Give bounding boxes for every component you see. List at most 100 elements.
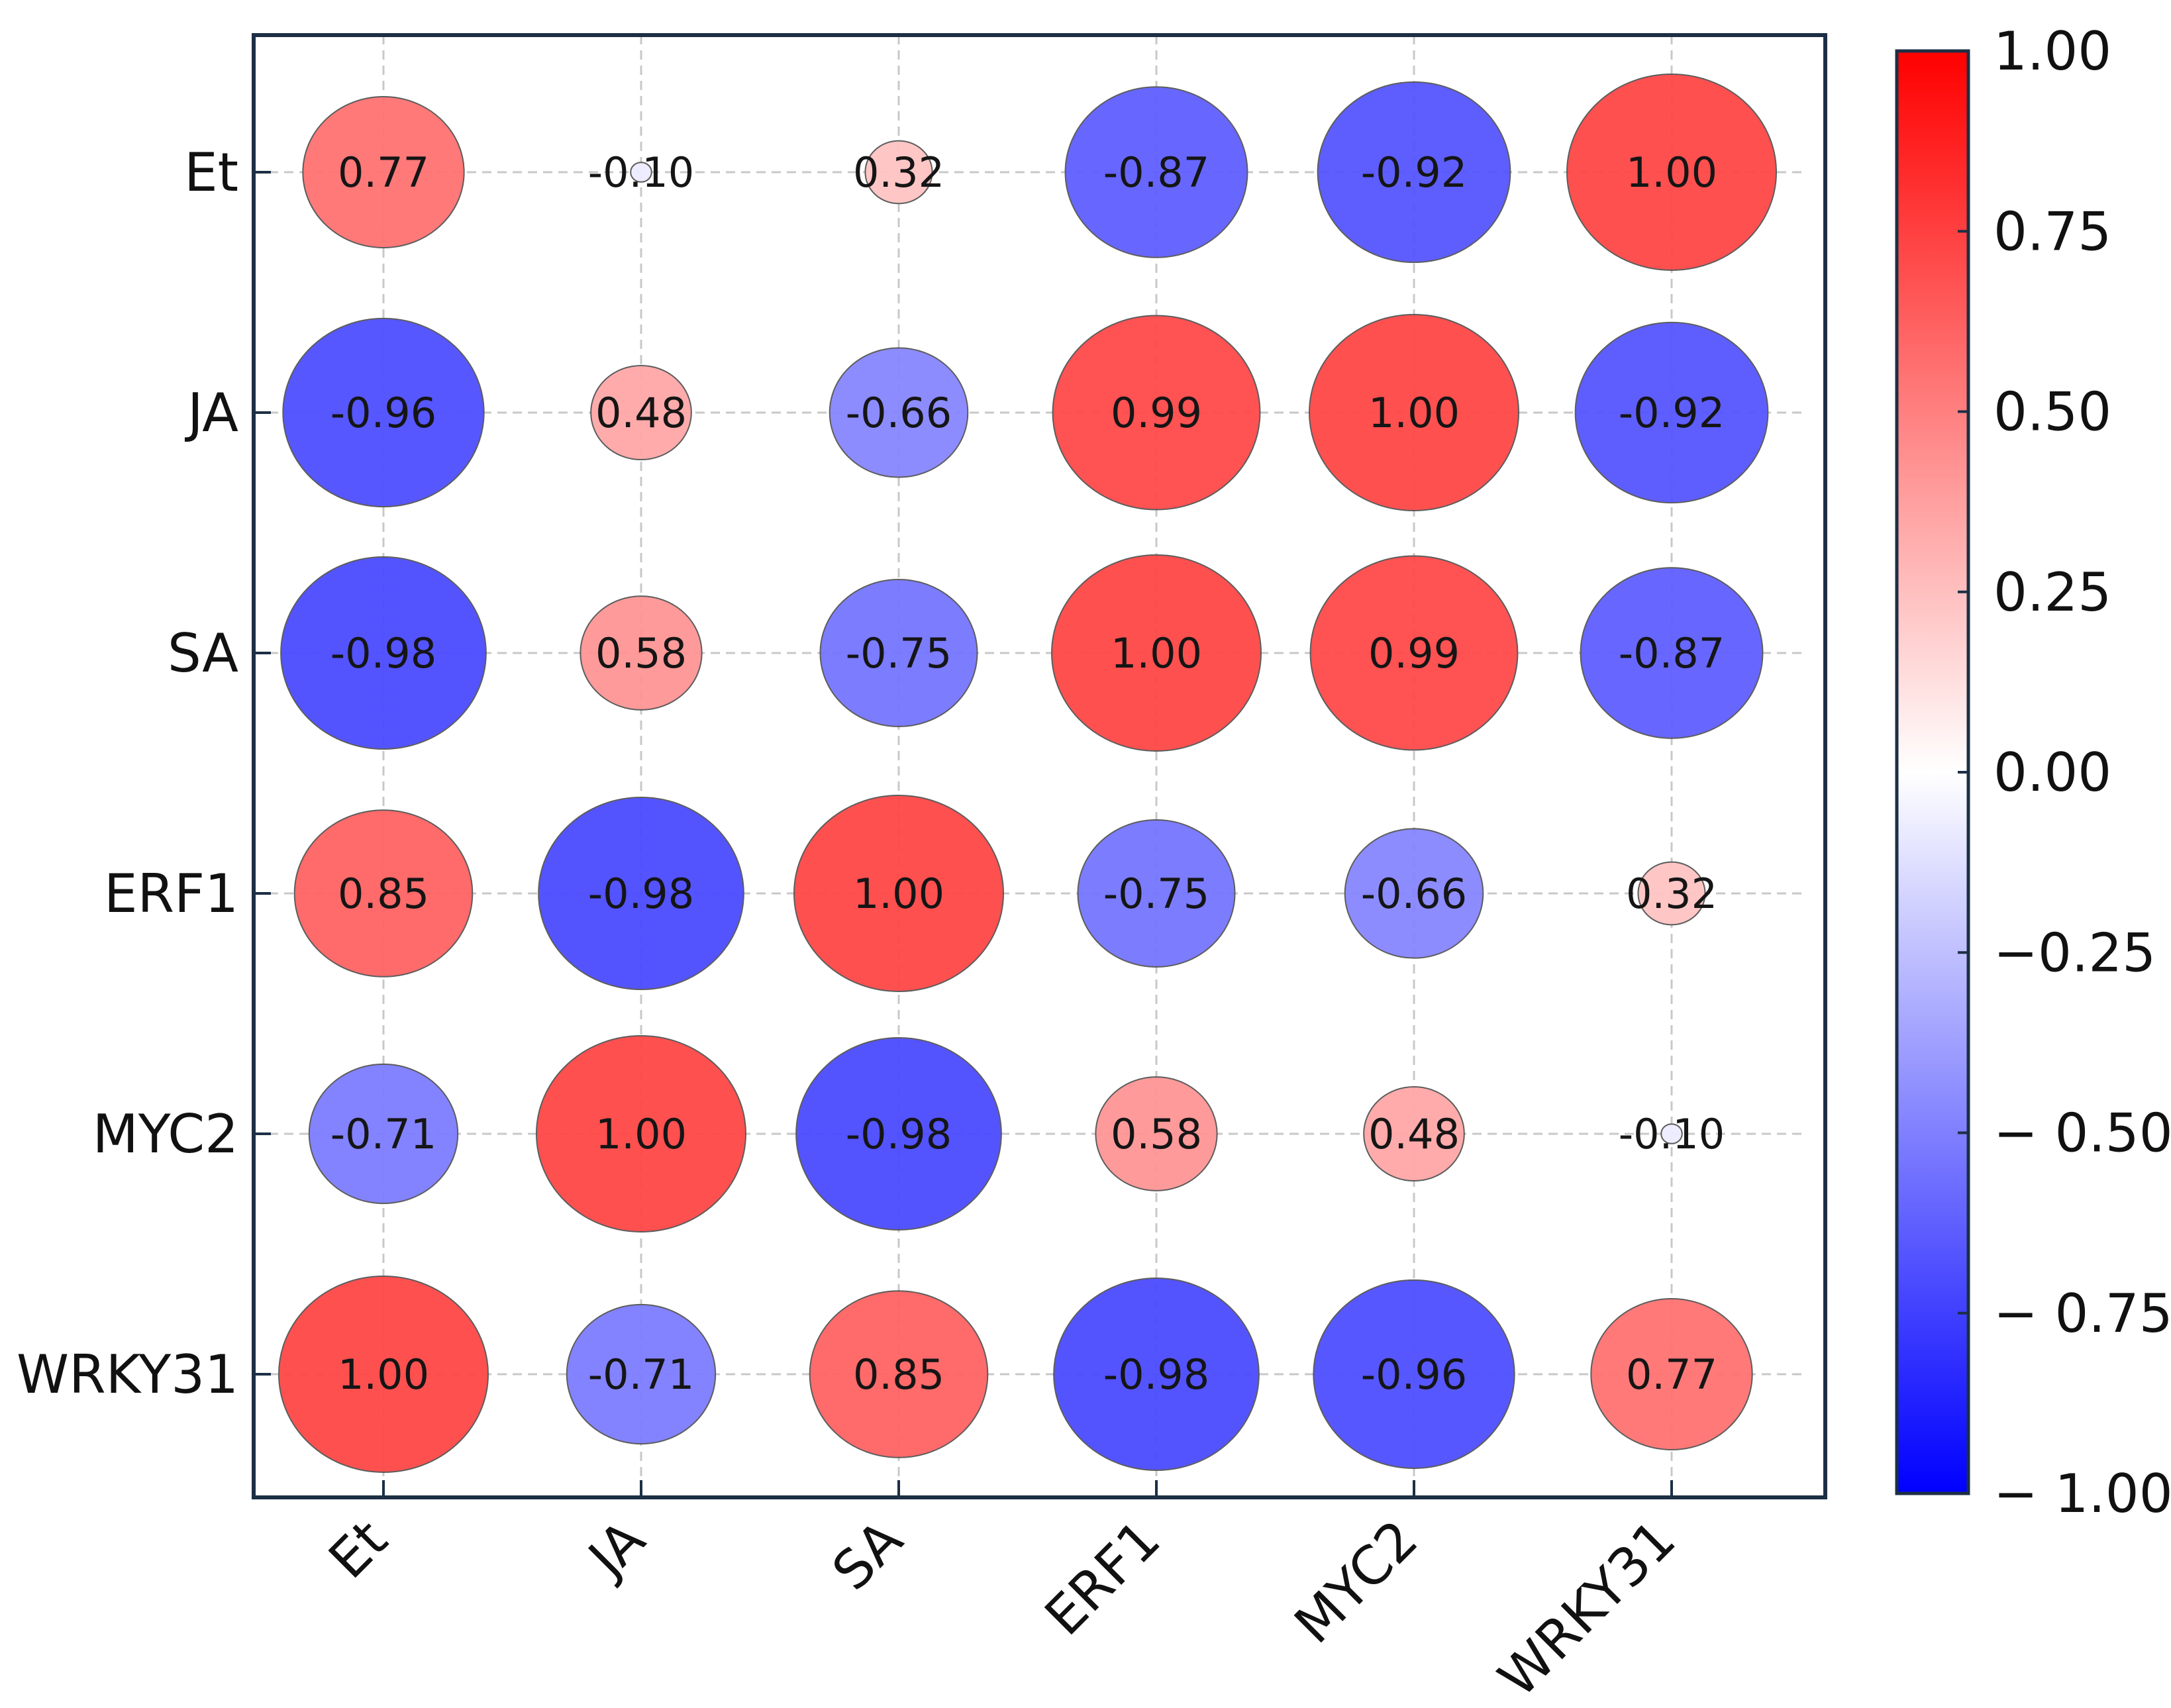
correlation-cell: -0.87 [1580,567,1764,739]
cell-value-label: -0.98 [846,1110,952,1158]
correlation-bubble [293,809,474,978]
correlation-bubble [1317,81,1511,264]
correlation-bubble [864,140,933,205]
cell-value-label: 0.48 [595,389,687,437]
correlation-bubble [1095,1076,1218,1191]
correlation-bubble [282,317,485,508]
correlation-cell: 0.77 [302,96,465,248]
correlation-bubble [1053,1277,1260,1472]
correlation-cell: -0.71 [308,1063,459,1205]
correlation-cell: 0.58 [1095,1076,1218,1191]
correlation-cell: -0.75 [819,579,978,727]
cell-value-label: -0.66 [846,389,952,437]
correlation-bubble [302,96,465,248]
correlation-cell: 0.99 [1052,315,1261,511]
correlation-cell: -0.66 [829,347,969,478]
x-tick-label: SA [821,1508,915,1602]
correlation-bubble [1574,321,1769,504]
correlation-bubble [829,347,969,478]
colorbar-gradient [1895,49,1970,1495]
cell-value-label: 0.77 [1626,1350,1717,1399]
correlation-bubble [1590,1298,1753,1450]
correlation-cell: 0.32 [853,140,944,205]
correlation-bubble [793,795,1004,992]
correlation-bubble [538,796,744,991]
cell-value-label: 1.00 [1368,389,1460,437]
correlation-bubble [1077,819,1236,968]
correlation-bubble [580,595,703,711]
correlation-bubble [1580,567,1764,739]
x-tick-label: Et [317,1509,399,1591]
cell-value-label: 1.00 [1111,629,1202,678]
correlation-cell: 0.85 [293,809,474,978]
cell-value-label: 1.00 [1626,148,1717,197]
cell-value-label: -0.87 [1103,148,1209,197]
correlation-cell: 1.00 [793,795,1004,992]
correlation-cell: 0.48 [590,364,692,461]
cell-value-label: -0.92 [1619,389,1725,437]
correlation-bubble [1064,86,1248,258]
cell-value-label: 0.99 [1368,629,1460,678]
correlation-bubble [590,364,692,461]
cell-value-label: -0.75 [1103,870,1209,918]
y-tick-label: MYC2 [93,1103,238,1165]
correlation-cell: -0.87 [1064,86,1248,258]
x-tick-label: MYC2 [1283,1509,1430,1656]
cell-value-label: -0.98 [330,629,436,678]
correlation-bubble [536,1035,746,1232]
colorbar-tick-label: 0.50 [1994,381,2111,443]
correlation-bubble [795,1036,1002,1231]
correlation-bubble [280,556,487,750]
correlation-bubble [630,162,652,183]
cell-value-label: 0.58 [595,629,687,678]
correlation-cell: -0.71 [566,1303,717,1445]
correlation-cell: 0.48 [1363,1085,1465,1182]
y-tick-label: SA [168,623,238,684]
y-tick-label: Et [184,142,238,203]
colorbar-tick-label: 0.00 [1994,742,2111,803]
cell-value-label: 0.85 [853,1350,944,1399]
colorbar-tick-label: − 1.00 [1994,1463,2171,1525]
colorbar-tick-label: − 0.50 [1994,1103,2171,1164]
cell-value-label: -0.10 [1619,1110,1725,1158]
correlation-cell: 1.00 [1051,554,1262,752]
y-tick-label: JA [184,382,238,444]
cell-value-label: 0.58 [1111,1110,1202,1158]
correlation-bubble [1313,1279,1515,1470]
correlation-cell: -0.75 [1077,819,1236,968]
cell-value-label: 0.32 [1626,870,1717,918]
correlation-bubble [278,1276,489,1473]
y-tick-label: ERF1 [104,863,238,925]
cell-value-label: -0.87 [1619,629,1725,678]
cell-value-label: 0.85 [338,870,429,918]
correlation-bubble [1051,554,1262,752]
cell-value-label: -0.66 [1361,870,1467,918]
cell-value-label: 0.77 [338,148,429,197]
correlation-cell: 0.32 [1626,861,1717,926]
colorbar: 1.00 0.75 0.50 0.25 0.00 −0.25 − 0.50 − 0.75 − 1… [1895,21,2171,1525]
cell-value-label: -0.71 [588,1350,694,1399]
correlation-bubble [819,579,978,727]
cell-value-label: 1.00 [595,1110,687,1158]
cell-value-label: -0.98 [588,870,694,918]
correlation-cell: 0.85 [809,1290,989,1458]
correlation-cell: 1.00 [278,1276,489,1473]
grid-lines [254,35,1801,1497]
cell-value-label: -0.10 [588,148,694,197]
correlation-cell: -0.98 [795,1036,1002,1231]
correlation-cell: 1.00 [536,1035,746,1232]
cell-value-label: 1.00 [853,870,944,918]
correlation-bubble [1660,1123,1683,1144]
correlation-cell: -0.66 [1344,828,1484,959]
colorbar-tick-label: 0.25 [1994,562,2111,623]
cell-value-label: -0.92 [1361,148,1467,197]
colorbar-tick-label: − 0.75 [1994,1283,2171,1344]
correlation-cell: 1.00 [1566,74,1777,271]
cell-value-label: -0.96 [330,389,436,437]
correlation-bubble [1344,828,1484,959]
cell-value-label: -0.96 [1361,1350,1467,1399]
correlation-bubble [1309,314,1519,511]
correlation-cell: -0.92 [1574,321,1769,504]
correlation-bubble [566,1303,717,1445]
